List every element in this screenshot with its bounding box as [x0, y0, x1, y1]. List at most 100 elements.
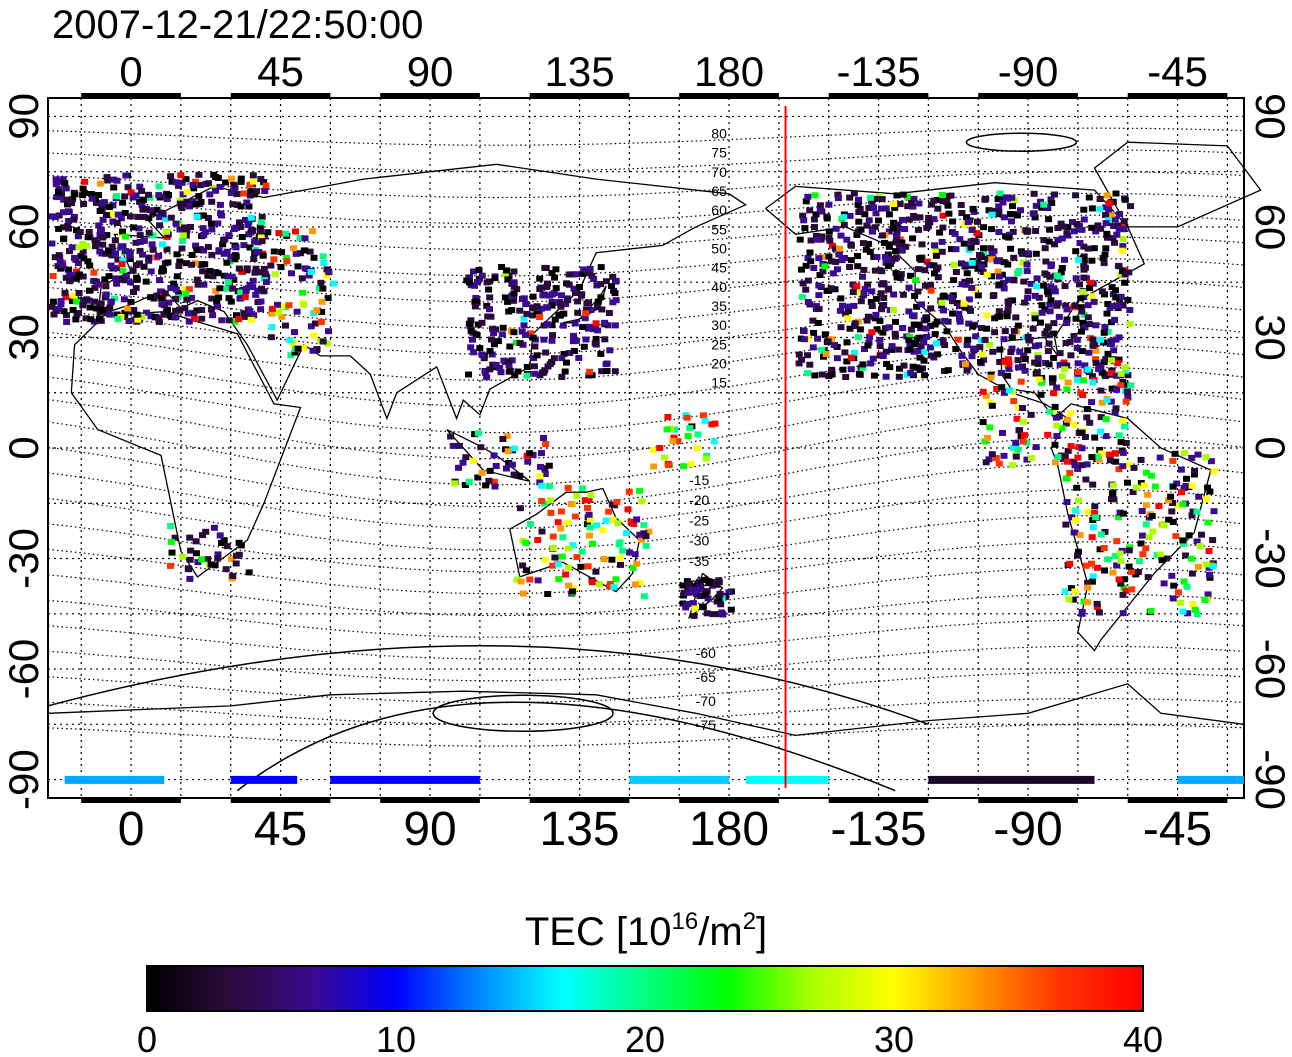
tec-cell: [520, 295, 528, 302]
tec-cell: [1015, 427, 1023, 434]
tec-cell: [467, 328, 475, 335]
tec-cell: [449, 442, 457, 449]
tec-data-cells: [48, 171, 1244, 784]
tec-cell: [579, 324, 587, 330]
tec-cell: [1124, 372, 1132, 379]
tec-cell: [1035, 294, 1043, 301]
tec-cell: [231, 184, 239, 191]
tec-cell: [1111, 552, 1119, 559]
tec-cell: [59, 262, 67, 269]
tec-cell: [640, 593, 648, 600]
tec-cell: [1065, 596, 1073, 603]
tec-cell: [814, 236, 822, 243]
tec-cell: [1119, 302, 1127, 309]
tec-cell: [898, 216, 906, 223]
tec-cell: [963, 214, 971, 221]
tec-cell: [999, 196, 1007, 203]
tec-cell: [1063, 458, 1071, 465]
tec-cell: [480, 355, 488, 362]
tec-cell: [486, 348, 494, 354]
tec-cell: [543, 284, 551, 290]
tec-cell: [1119, 379, 1127, 386]
tec-cell: [810, 329, 818, 336]
tec-cell: [223, 259, 231, 266]
tec-cell: [921, 372, 929, 379]
tec-cell: [893, 229, 901, 236]
tec-cell: [76, 229, 84, 235]
tec-cell: [859, 361, 867, 368]
tec-cell: [636, 531, 644, 538]
tec-cell: [1104, 329, 1112, 335]
tec-cell: [827, 371, 835, 378]
tec-cell: [1097, 336, 1105, 343]
tec-cell: [1023, 268, 1031, 275]
tec-cell: [189, 181, 197, 188]
tec-cell: [246, 244, 254, 251]
tec-cell: [96, 248, 104, 255]
tec-cell: [979, 388, 987, 395]
contour-label-south: -40: [689, 573, 709, 589]
tec-cell: [1080, 274, 1088, 281]
tec-cell: [558, 355, 566, 362]
tec-cell: [921, 282, 929, 289]
tec-cell: [143, 309, 150, 316]
contour-label-north: 30: [711, 317, 727, 333]
tec-cell: [629, 565, 637, 571]
tec-cell: [461, 482, 469, 488]
tec-cell: [1063, 499, 1071, 505]
tec-cell: [997, 369, 1005, 376]
tec-cell: [1058, 265, 1066, 271]
tec-cell: [628, 519, 636, 525]
tec-cell: [915, 226, 922, 233]
tec-cell: [85, 229, 93, 235]
tec-cell: [474, 279, 481, 285]
tec-cell: [910, 195, 918, 202]
tec-cell: [892, 333, 899, 340]
tec-cell: [569, 338, 577, 345]
tec-cell: [1112, 190, 1120, 197]
tec-cell: [548, 270, 556, 276]
tec-cell: [199, 225, 207, 232]
tec-cell: [897, 271, 905, 278]
tec-cell: [241, 313, 248, 320]
tec-cell: [554, 519, 562, 526]
tec-cell: [186, 556, 194, 563]
tec-cell: [216, 285, 224, 292]
tec-cell: [570, 585, 578, 592]
tec-cell: [70, 292, 78, 299]
tec-cell: [1144, 574, 1152, 581]
tec-cell: [1027, 411, 1035, 418]
tec-cell: [270, 248, 278, 255]
tec-cell: [80, 201, 88, 207]
tec-cell: [163, 246, 171, 253]
tec-cell: [523, 567, 530, 574]
tec-cell: [224, 273, 232, 280]
colorbar-title-main: TEC [10: [525, 910, 672, 954]
tec-cell: [854, 263, 862, 270]
tec-cell: [564, 519, 571, 526]
tec-cell: [252, 265, 260, 272]
tec-cell: [278, 303, 285, 310]
tec-cell: [952, 269, 960, 275]
tec-cell: [1119, 417, 1126, 424]
tec-cell: [872, 311, 880, 318]
tec-cell: [562, 301, 570, 308]
tec-cell: [162, 216, 170, 223]
tec-cell: [956, 236, 964, 243]
tec-cell: [1122, 587, 1130, 594]
top-lon-label: 135: [545, 48, 615, 95]
tec-cell: [1045, 323, 1052, 330]
tec-cell: [64, 201, 71, 208]
tec-cell: [541, 556, 549, 563]
tec-cell: [122, 273, 130, 280]
tec-cell: [877, 205, 885, 212]
tec-cell: [918, 241, 926, 248]
tec-cell: [880, 302, 888, 308]
tec-cell: [1080, 288, 1087, 295]
tec-cell: [260, 179, 268, 186]
tec-cell: [1030, 190, 1038, 197]
tec-cell: [1051, 441, 1059, 448]
tec-cell: [510, 268, 518, 275]
contour-label-south: -65: [696, 669, 716, 685]
tec-cell: [55, 252, 63, 259]
